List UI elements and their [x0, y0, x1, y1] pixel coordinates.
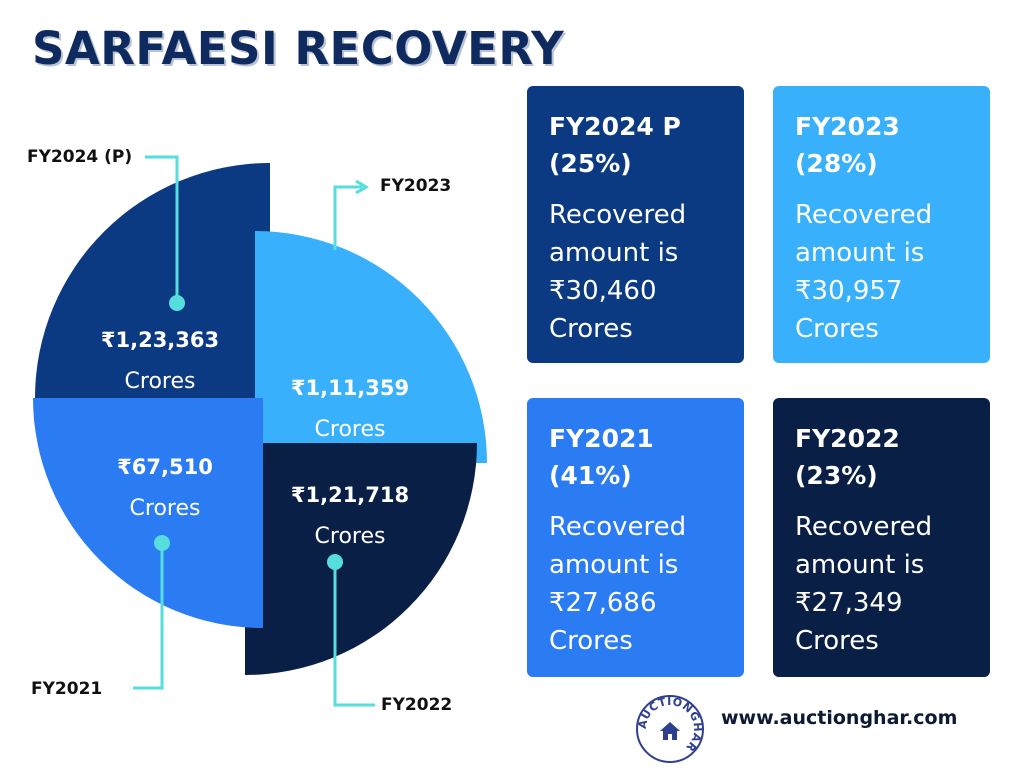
slice-unit-label: Crores — [315, 524, 386, 549]
pie-slice-fy2023 — [255, 231, 487, 463]
leader-line-fy2024 — [145, 155, 179, 303]
slice-value-label: ₹1,23,363 — [101, 328, 219, 352]
card-percent: (41%) — [549, 461, 632, 490]
card-text-line: amount is — [549, 550, 679, 580]
leader-dot-fy2021 — [154, 535, 170, 551]
card-percent: (25%) — [549, 149, 632, 178]
auctionghar-logo: AUCTIONGHAR — [636, 695, 704, 763]
website-url: www.auctionghar.com — [721, 707, 958, 729]
pie-slice-fy2021 — [33, 398, 263, 628]
slice-value-label: ₹1,11,359 — [291, 376, 409, 400]
leader-line-fy2023 — [333, 185, 362, 250]
card-text-line: Recovered — [549, 512, 687, 542]
card-text-line: amount is — [795, 550, 925, 580]
card-fy2022: FY2022 (23%) Recovered amount is ₹27,349 … — [773, 398, 990, 677]
house-icon — [660, 722, 680, 740]
slice-unit-label: Crores — [125, 369, 196, 394]
leader-dot-fy2022 — [327, 554, 343, 570]
card-text-line: Recovered — [795, 200, 933, 230]
card-amount: ₹27,686 — [549, 588, 657, 618]
card-text-line: amount is — [549, 238, 679, 268]
slice-value-label: ₹67,510 — [117, 455, 213, 479]
card-percent: (28%) — [795, 149, 878, 178]
card-fy2024: FY2024 P (25%) Recovered amount is ₹30,46… — [527, 86, 744, 363]
card-percent: (23%) — [795, 461, 878, 490]
leader-dot-fy2024 — [169, 295, 185, 311]
callout-fy2023: FY2023 — [380, 176, 452, 196]
slice-unit-label: Crores — [315, 417, 386, 442]
leader-line-fy2021 — [133, 543, 164, 690]
leader-arrow-fy2023 — [355, 179, 369, 195]
pie-slice-fy2024 — [35, 163, 270, 398]
slice-unit-label: Crores — [130, 496, 201, 521]
slice-value-label: ₹1,21,718 — [291, 483, 409, 507]
card-text-line: Crores — [795, 626, 879, 656]
callout-fy2024: FY2024 (P) — [27, 147, 133, 167]
pie-slice-fy2022 — [245, 443, 477, 675]
leader-line-fy2022 — [333, 562, 375, 707]
card-title: FY2022 — [795, 424, 900, 453]
card-text-line: Recovered — [795, 512, 933, 542]
card-title: FY2023 — [795, 112, 900, 141]
pie-chart: ₹1,23,363 Crores ₹1,11,359 Crores ₹1,21,718 C… — [33, 155, 487, 707]
card-title: FY2021 — [549, 424, 654, 453]
card-text-line: Recovered — [549, 200, 687, 230]
page-title: SARFAESI RECOVERY — [32, 22, 565, 75]
card-title: FY2024 P — [549, 112, 681, 141]
card-text-line: amount is — [795, 238, 925, 268]
callout-fy2021: FY2021 — [31, 679, 103, 699]
card-text-line: Crores — [549, 314, 633, 344]
card-amount: ₹30,957 — [795, 276, 903, 306]
card-fy2021: FY2021 (41%) Recovered amount is ₹27,686 … — [527, 398, 744, 677]
card-text-line: Crores — [795, 314, 879, 344]
card-fy2023: FY2023 (28%) Recovered amount is ₹30,957 … — [773, 86, 990, 363]
callout-fy2022: FY2022 — [381, 695, 453, 715]
card-amount: ₹27,349 — [795, 588, 903, 618]
card-amount: ₹30,460 — [549, 276, 657, 306]
card-text-line: Crores — [549, 626, 633, 656]
